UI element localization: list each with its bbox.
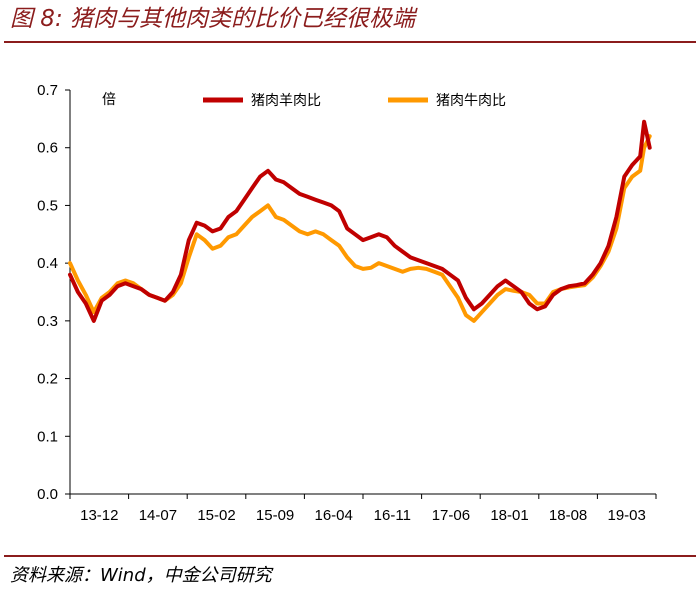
x-tick-label: 15-09 xyxy=(256,507,294,524)
line-chart: 0.0 0.1 0.2 0.3 0.4 0.5 0.6 0.7 13-12 14-07 15-02 1… xyxy=(37,82,657,524)
x-tick-label: 19-03 xyxy=(608,507,646,524)
y-tick-label: 0.4 xyxy=(37,255,58,272)
y-tick-label: 0.3 xyxy=(37,313,58,330)
x-tick-label: 14-07 xyxy=(139,507,177,524)
x-tick-label: 15-02 xyxy=(197,507,235,524)
y-tick-label: 0.0 xyxy=(37,486,58,503)
legend: 猪肉羊肉比 猪肉牛肉比 xyxy=(203,93,506,109)
legend-label-2: 猪肉牛肉比 xyxy=(436,93,506,109)
axes: 0.0 0.1 0.2 0.3 0.4 0.5 0.6 0.7 13-12 14-07 15-02 1… xyxy=(37,82,657,524)
title-rule xyxy=(4,41,696,43)
x-tick-label: 18-08 xyxy=(549,507,587,524)
source-rule xyxy=(4,555,696,557)
y-tick-label: 0.6 xyxy=(37,140,58,157)
legend-label-1: 猪肉羊肉比 xyxy=(251,93,321,109)
source-note: 资料来源：Wind，中金公司研究 xyxy=(10,565,272,586)
x-tick-label: 16-04 xyxy=(315,507,353,524)
x-tick-label: 16-11 xyxy=(374,507,411,524)
y-unit-label: 倍 xyxy=(102,92,116,108)
y-tick-label: 0.5 xyxy=(37,197,58,214)
series-line-1 xyxy=(68,119,652,323)
x-tick-label: 17-06 xyxy=(432,507,470,524)
y-tick-label: 0.1 xyxy=(37,428,58,445)
y-tick-label: 0.7 xyxy=(37,82,58,99)
y-tick-label: 0.2 xyxy=(37,371,58,388)
x-tick-label: 18-01 xyxy=(490,507,528,524)
x-tick-label: 13-12 xyxy=(80,507,118,524)
series-layer xyxy=(68,119,652,323)
figure-title: 图 8: 猪肉与其他肉类的比价已经很极端 xyxy=(10,6,416,32)
series-line-2 xyxy=(68,134,652,323)
